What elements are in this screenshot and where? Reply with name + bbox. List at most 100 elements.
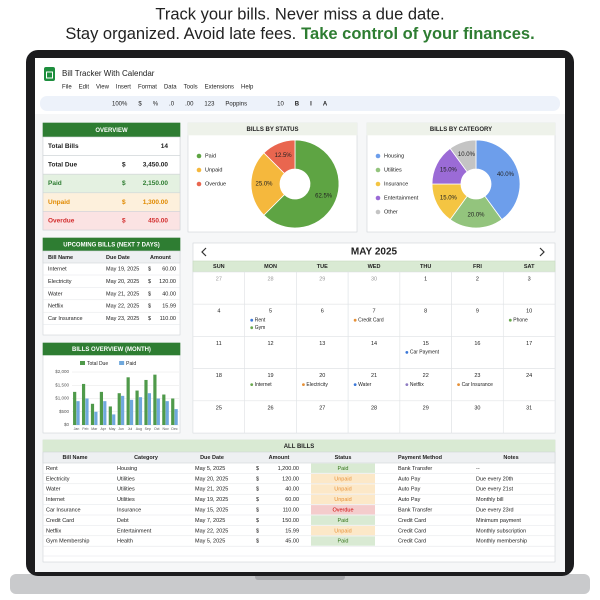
next-arrow[interactable] (539, 247, 545, 257)
status-cell (311, 463, 375, 473)
toolbar-item[interactable]: A (323, 102, 328, 108)
status-cell (311, 473, 375, 484)
legend-dot (196, 167, 202, 173)
day-number: 20 (319, 373, 325, 379)
column-header: Due Date (106, 255, 130, 261)
toolbar-item[interactable]: 123 (204, 102, 215, 108)
slice-label: 15.0% (440, 196, 458, 202)
status-cell (311, 494, 375, 505)
day-number: 25 (216, 405, 222, 411)
slice-label: 20.0% (467, 213, 485, 219)
bar (144, 379, 148, 425)
table-cell: May 5, 2025 (195, 466, 225, 472)
menu-item[interactable]: Edit (79, 85, 90, 91)
toolbar-item[interactable]: $ (138, 102, 142, 108)
toolbar-item[interactable]: .0 (169, 102, 175, 108)
menu-item[interactable]: Tools (184, 85, 198, 91)
table-cell: May 22, 2025 (195, 528, 228, 534)
day-number: 12 (268, 341, 274, 347)
event-dot (250, 326, 254, 330)
legend-dot (196, 153, 202, 159)
legend-label: Other (384, 209, 398, 215)
calendar-cell (192, 336, 246, 369)
headline-text: Stay organized. Avoid late fees. (65, 25, 296, 43)
menu-item[interactable]: Data (164, 85, 177, 91)
table-cell: Paid (337, 539, 348, 545)
toolbar-item[interactable]: B (295, 102, 300, 108)
slice-label: 15.0% (440, 168, 458, 174)
overview-currency: $ (122, 199, 126, 206)
overview-row (42, 211, 181, 231)
x-tick-label: Nov (163, 427, 169, 431)
menu-item[interactable]: Extensions (205, 85, 234, 91)
toolbar-item[interactable]: I (310, 102, 312, 108)
calendar-cell (244, 303, 297, 337)
currency: $ (148, 316, 151, 322)
day-number: 16 (474, 341, 480, 347)
menu-item[interactable]: Help (241, 85, 254, 91)
day-number: 5 (269, 309, 272, 315)
table-cell: Water (46, 487, 61, 493)
table-cell: Credit Card (398, 518, 426, 524)
x-tick-label: Mar (91, 427, 98, 431)
calendar-cell (451, 303, 504, 337)
pie-slice (263, 139, 296, 174)
status-cell (311, 484, 375, 494)
slice-label: 12.5% (275, 153, 293, 159)
day-number: 13 (319, 341, 325, 347)
headline: Stay organized. Avoid late fees. Take con… (65, 25, 534, 43)
menu-item[interactable]: Insert (116, 85, 131, 91)
bill-name: Car Insurance (48, 316, 83, 322)
event-dot (250, 383, 254, 386)
prev-arrow[interactable] (201, 247, 207, 257)
overview-label: Overdue (48, 217, 75, 224)
bar (90, 403, 95, 425)
toolbar-item[interactable]: 100% (112, 102, 128, 108)
menu-item[interactable]: Format (138, 85, 157, 91)
menu-item[interactable]: View (96, 85, 110, 91)
day-number: 27 (319, 405, 325, 411)
column-header: Notes (503, 455, 518, 461)
panel-title: BILLS BY STATUS (246, 127, 298, 133)
legend-dot (375, 209, 381, 215)
column-header: Amount (269, 455, 290, 461)
due-date: May 19, 2025 (106, 266, 139, 272)
slice-label: 40.0% (497, 172, 515, 178)
toolbar (40, 96, 560, 111)
table-cell: $ (256, 476, 259, 482)
bar (99, 391, 104, 425)
day-number: 4 (217, 309, 220, 315)
panel-title: UPCOMING BILLS (NEXT 7 DAYS) (63, 243, 159, 249)
y-tick-label: $500 (59, 409, 70, 414)
table-cell: Debt (117, 518, 129, 524)
toolbar-item[interactable]: 10 (277, 102, 284, 108)
amount: 15.99 (162, 304, 176, 310)
event-dot (302, 383, 305, 386)
headline-emphasis: Take control of your finances. (301, 25, 535, 43)
weekday: SAT (524, 264, 535, 270)
day-number: 1 (424, 276, 427, 282)
day-number: 19 (268, 373, 274, 379)
menu-item[interactable]: File (62, 85, 72, 91)
toolbar-item[interactable]: % (153, 102, 159, 108)
due-date: May 20, 2025 (106, 279, 139, 285)
table-cell: 1,200.00 (278, 466, 299, 472)
calendar-cell (451, 336, 504, 369)
legend-label: Utilities (384, 167, 402, 173)
calendar-cell (399, 303, 452, 337)
column-header: Status (335, 455, 352, 461)
table-cell: Entertainment (117, 528, 152, 534)
table-cell: Unpaid (334, 497, 351, 503)
bar (126, 377, 130, 425)
legend-dot (196, 181, 202, 187)
day-number: 3 (528, 276, 531, 282)
day-number: 22 (423, 373, 429, 379)
toolbar-item[interactable]: .00 (185, 102, 194, 108)
x-tick-label: Apr (100, 427, 106, 431)
x-tick-label: May (109, 427, 116, 431)
pie-slice (449, 139, 477, 173)
calendar-cell (296, 400, 349, 434)
currency: $ (148, 266, 151, 272)
toolbar-item[interactable]: Poppins (225, 102, 247, 108)
legend-dot (375, 167, 381, 173)
